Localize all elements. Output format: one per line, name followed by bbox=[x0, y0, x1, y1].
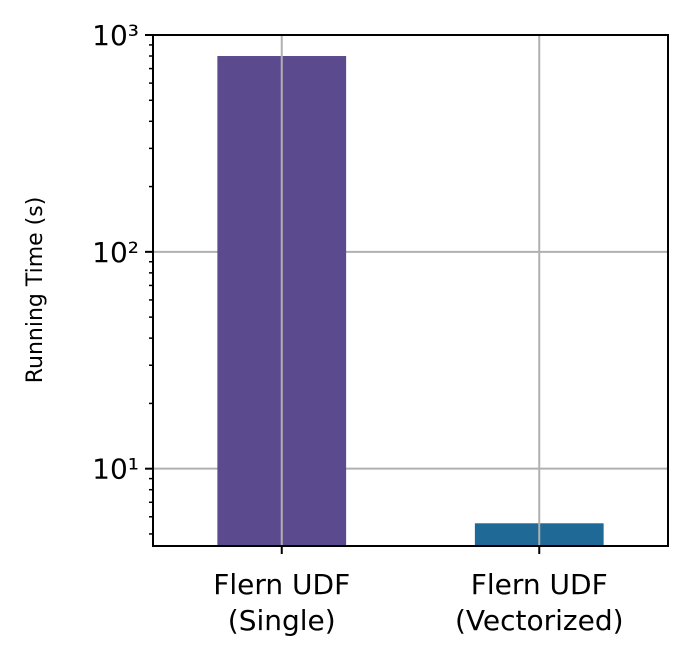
x-tick-label: Flern UDF (Single) bbox=[213, 568, 350, 637]
y-tick-label: 10³ bbox=[92, 19, 139, 52]
y-tick-label: 10¹ bbox=[92, 453, 139, 486]
plot-frame bbox=[152, 34, 669, 547]
x-tick-label-line: Flern UDF bbox=[471, 568, 608, 601]
x-tick-label: Flern UDF (Vectorized) bbox=[455, 568, 624, 637]
y-axis-label: Running Time (s) bbox=[23, 197, 48, 384]
x-tick-label-line: Flern UDF bbox=[213, 568, 350, 601]
y-tick-label: 10² bbox=[92, 236, 139, 269]
x-tick-label-line: (Vectorized) bbox=[455, 604, 624, 637]
x-tick-label-line: (Single) bbox=[228, 604, 336, 637]
